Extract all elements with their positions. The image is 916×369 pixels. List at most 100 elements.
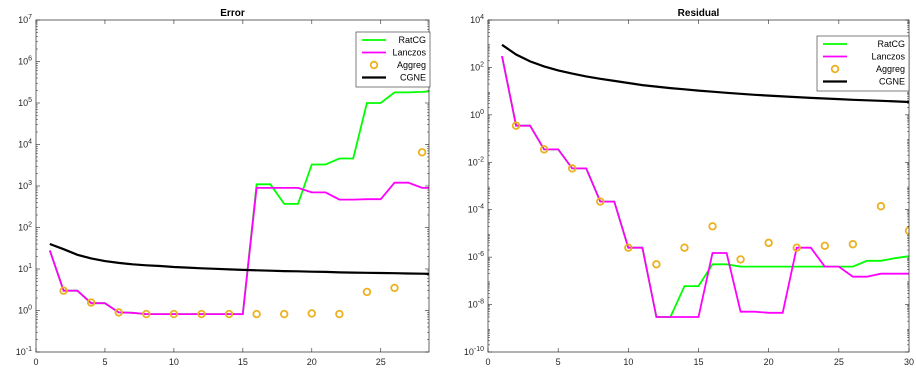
series-aggreg-marker [792,243,801,252]
y-tick-base: 10 [470,15,480,25]
y-tick-base: 10 [18,181,28,191]
legend-cgne-label: CGNE [879,77,905,87]
series-aggreg-marker [568,164,577,173]
y-tick-label: 10-10 [464,346,484,357]
series-aggreg-marker [764,238,773,248]
series-aggreg-marker [511,121,521,130]
series-aggreg-marker [736,255,745,264]
y-tick-exponent: 0 [28,305,32,312]
series-group [48,90,429,319]
y-tick-base: 10 [470,62,480,72]
series-aggreg-marker [652,260,661,269]
series-aggreg-marker [708,222,717,231]
legend-aggreg-label: Aggreg [876,64,905,74]
chart-title: Error [220,8,245,19]
series-aggreg-marker [417,148,427,157]
y-tick-base: 10 [468,157,478,167]
axes-box [35,19,430,353]
series-aggreg-marker [307,309,316,318]
y-tick-exponent: 6 [28,56,32,63]
y-tick-exponent: -10 [474,346,484,353]
y-tick-base: 10 [468,252,478,262]
series-aggreg-marker [280,309,289,319]
y-tick-label: 100 [470,109,484,120]
series-aggreg-marker [680,243,689,252]
x-tick-label: 5 [102,357,107,367]
legend-ratcg-label: RatCG [398,35,426,45]
y-tick-exponent: 5 [28,97,32,104]
series-aggreg-marker [224,309,234,319]
y-tick-base: 10 [18,223,28,233]
series-aggreg-marker [624,243,633,252]
y-tick-base: 10 [18,15,28,25]
y-tick-base: 10 [18,98,28,108]
y-tick-exponent: 3 [28,180,32,187]
series-aggreg-marker [59,286,68,295]
series-aggreg-marker [539,145,549,154]
series-lanczos-line [48,181,429,316]
y-tick-base: 10 [470,110,480,120]
x-tick-label: 10 [623,357,633,367]
y-tick-exponent: -1 [26,346,32,353]
y-tick-label: 102 [18,222,32,233]
x-tick-label: 0 [485,357,490,367]
y-tick-exponent: 4 [480,14,484,21]
x-tick-label: 25 [834,357,844,367]
y-tick-label: 103 [18,180,32,191]
y-tick-exponent: 0 [480,109,484,116]
y-tick-label: 10-2 [468,156,484,167]
series-aggreg-marker [335,309,344,319]
legend-lanczos-label: Lanczos [392,48,426,58]
y-tick-label: 10-4 [468,204,484,215]
y-tick-exponent: -8 [478,299,484,306]
x-tick-label: 5 [556,357,561,367]
series-aggreg-marker [876,202,886,211]
y-tick-base: 10 [464,347,474,357]
series-aggreg-marker [362,287,372,297]
y-tick-base: 10 [468,300,478,310]
series-group [501,43,909,318]
legend-aggreg-marker [830,64,840,74]
y-tick-base: 10 [16,347,26,357]
series-aggreg-marker [390,283,399,293]
legend: RatCG Lanczos Aggreg CGNE [816,35,910,92]
series-aggreg-marker [820,241,829,251]
legend-cgne-label: CGNE [400,73,426,83]
x-tick-label: 15 [693,357,703,367]
x-tick-label: 20 [764,357,774,367]
series-aggreg-marker [596,197,605,206]
series-cgne-line [501,43,909,104]
y-tick-exponent: 4 [28,139,32,146]
legend-aggreg-marker [369,60,379,70]
x-tick-label: 25 [376,357,386,367]
series-aggreg-marker [904,226,909,235]
y-tick-exponent: 7 [28,14,32,21]
chart-title: Residual [678,8,720,19]
series-aggreg-marker [142,309,151,319]
y-tick-base: 10 [468,205,478,215]
y-tick-label: 106 [18,56,32,67]
y-tick-exponent: 2 [480,61,484,68]
y-tick-base: 10 [18,264,28,274]
x-tick-label: 0 [33,357,38,367]
y-tick-label: 102 [470,61,484,72]
legend-lanczos-label: Lanczos [871,52,905,62]
y-tick-label: 100 [18,305,32,316]
series-cgne-line [49,242,429,275]
y-tick-label: 10-6 [468,251,484,262]
series-aggreg-marker [86,298,96,307]
legend-aggreg-label: Aggreg [397,60,426,70]
y-tick-exponent: -6 [478,251,484,258]
series-aggreg-marker [252,309,261,319]
y-tick-exponent: 1 [28,263,32,270]
y-tick-label: 107 [18,14,32,25]
x-tick-label: 20 [307,357,317,367]
y-tick-label: 104 [18,139,32,150]
series-aggreg-marker [169,309,179,319]
legend-ratcg-label: RatCG [877,39,905,49]
x-tick-label: 30 [904,357,914,367]
series-aggreg-marker [848,240,858,249]
y-tick-base: 10 [18,306,28,316]
